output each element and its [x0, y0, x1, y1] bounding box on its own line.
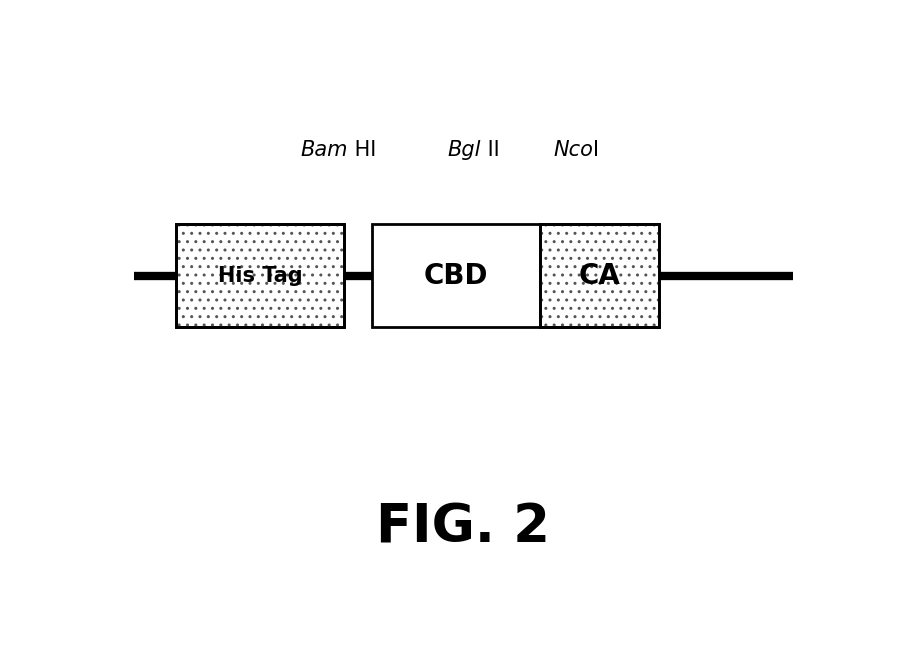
Text: Nco: Nco [553, 140, 592, 160]
Bar [372, 224, 540, 327]
Text: HI: HI [348, 140, 376, 160]
Bar [540, 224, 658, 327]
Text: Bgl: Bgl [447, 140, 480, 160]
Text: His Tag: His Tag [218, 266, 303, 286]
Text: I: I [592, 140, 599, 160]
Bar [176, 224, 344, 327]
Text: II: II [480, 140, 498, 160]
Bar [540, 224, 658, 327]
Bar [540, 224, 658, 327]
Text: Bam: Bam [300, 140, 348, 160]
Text: CBD: CBD [424, 262, 488, 290]
Text: FIG. 2: FIG. 2 [376, 502, 550, 554]
Bar [176, 224, 344, 327]
Text: CA: CA [578, 262, 620, 290]
Bar [176, 224, 344, 327]
